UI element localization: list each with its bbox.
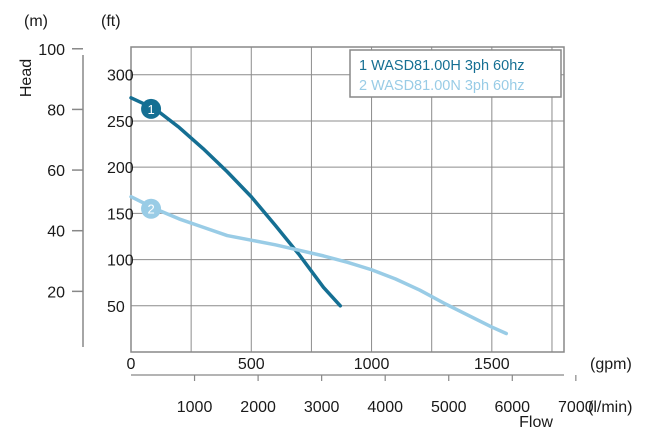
y-tick-m-20: 20: [47, 284, 65, 301]
y-tick-ft-150: 150: [107, 206, 134, 223]
legend: 1 WASD81.00H 3ph 60hz 2 WASD81.00N 3ph 6…: [349, 49, 562, 98]
series-marker-label-2: 2: [147, 202, 154, 217]
x-tick-gpm-500: 500: [238, 356, 265, 373]
x-unit-primary: (gpm): [590, 356, 632, 373]
y-axis-label: Head: [18, 59, 35, 97]
plot-frame: [130, 46, 565, 353]
x-unit-secondary: (l/min): [588, 399, 632, 416]
x-tick-gpm-1500: 1500: [474, 356, 510, 373]
y-tick-ft-200: 200: [107, 160, 134, 177]
series-marker-label-1: 1: [147, 102, 154, 117]
series-line-1: [129, 96, 343, 308]
legend-entry-2: 2 WASD81.00N 3ph 60hz: [359, 78, 525, 94]
y-tick-m-60: 60: [47, 163, 65, 180]
legend-box: [349, 49, 562, 98]
series-line-2: [129, 194, 509, 336]
series-layer: 12: [129, 96, 509, 336]
y-tick-ft-50: 50: [107, 299, 125, 316]
y-unit-right: (ft): [101, 13, 121, 30]
y-unit-left: (m): [24, 13, 48, 30]
x-tick-lmin-1000: 1000: [177, 399, 213, 416]
x-tick-lmin-4000: 4000: [367, 399, 403, 416]
y-tick-m-80: 80: [47, 102, 65, 119]
x-tick-lmin-7000: 7000: [558, 399, 594, 416]
y-tick-ft-250: 250: [107, 114, 134, 131]
series-marker-2: [141, 198, 162, 219]
y-tick-ft-100: 100: [107, 253, 134, 270]
y-tick-m-100: 100: [38, 42, 65, 59]
x-tick-lmin-5000: 5000: [431, 399, 467, 416]
x-tick-gpm-1000: 1000: [354, 356, 390, 373]
grid-lines: [131, 47, 564, 352]
x-tick-lmin-2000: 2000: [240, 399, 276, 416]
y-tick-m-40: 40: [47, 224, 65, 241]
x-tick-gpm-0: 0: [127, 356, 136, 373]
x-tick-lmin-3000: 3000: [304, 399, 340, 416]
series-marker-1: [141, 98, 162, 119]
left-axis: [72, 48, 84, 347]
y-tick-ft-300: 300: [107, 68, 134, 85]
legend-entry-1: 1 WASD81.00H 3ph 60hz: [359, 58, 525, 74]
x-tick-lmin-6000: 6000: [494, 399, 530, 416]
x-axis-label: Flow: [519, 414, 553, 430]
